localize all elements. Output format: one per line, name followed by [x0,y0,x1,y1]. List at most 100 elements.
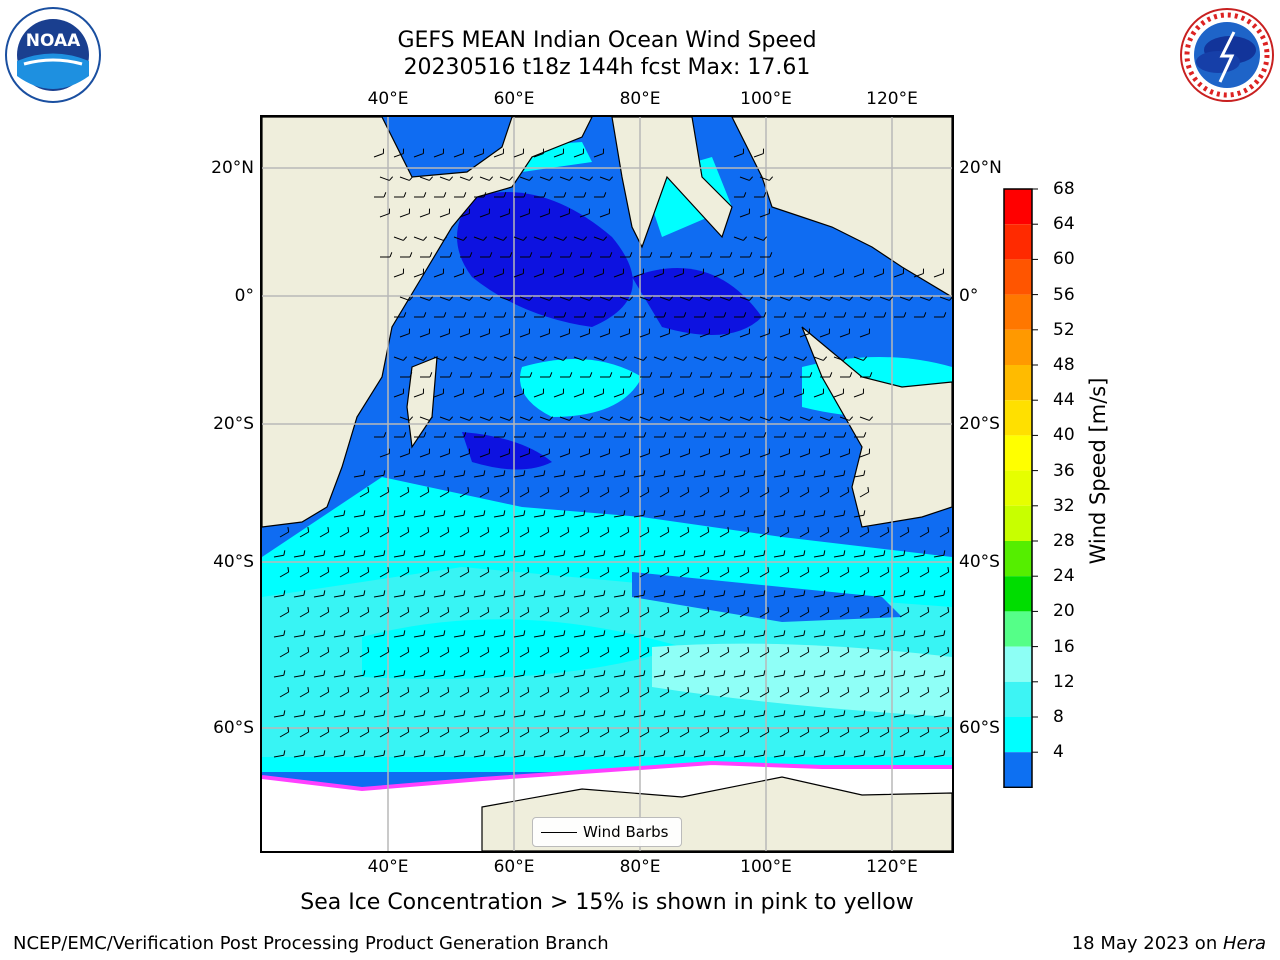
wind-barb [733,550,746,558]
wind-barb [400,372,413,378]
wind-barb [353,630,366,638]
wind-barb [859,296,874,301]
wind-barb [413,356,428,361]
wind-barb [739,606,750,618]
wind-barb [799,606,810,618]
wind-barb [699,296,714,301]
wind-barb [839,526,850,538]
wind-barb [379,208,391,218]
wind-barb [513,388,525,398]
wind-barb [899,686,910,698]
wind-barb [273,590,286,598]
wind-barb [813,670,826,678]
wind-barb [573,268,585,278]
wind-barb [819,646,830,658]
wind-barb [773,590,786,598]
wind-barb [599,526,610,538]
wind-barb [393,590,406,598]
wind-barb [573,750,586,758]
wind-barb [453,236,468,241]
wind-barb [339,686,350,698]
wind-barb [293,630,306,638]
wind-barb [620,372,633,378]
wind-barb [579,416,594,421]
wind-barb [879,296,894,301]
wind-barb [553,356,568,361]
wind-barb [373,590,386,598]
wind-barb [439,566,450,578]
wind-barb [494,192,507,198]
wind-barb [333,630,346,638]
wind-barb [713,470,726,478]
wind-barb [753,388,765,398]
lat-tick-left: 0° [234,286,254,306]
wind-barb [413,670,426,678]
wind-barb [753,356,768,361]
wind-barb [693,710,706,718]
wind-barb [873,670,886,678]
colorbar-segment [1004,294,1032,330]
wind-speed-colorbar [1003,188,1038,788]
wind-barb [474,432,487,438]
wind-barb [579,176,594,181]
wind-barb [713,590,726,598]
wind-barb [299,566,310,578]
colorbar-tick-label: 52 [1053,319,1075,340]
wind-barb [519,486,530,498]
wind-barb [573,590,586,598]
wind-barb [813,470,826,478]
wind-barb [613,356,628,361]
wind-barb [473,590,486,598]
wind-barb [413,388,425,398]
wind-barb [459,526,470,538]
wind-barb [639,566,650,578]
wind-barb [559,646,570,658]
wind-barb-legend-line-icon [541,832,577,833]
wind-barb [613,750,626,758]
wind-barb [674,312,687,318]
wind-barb [553,710,566,718]
wind-barb [813,510,826,518]
wind-barb [719,606,730,618]
wind-barb [433,510,446,518]
wind-barb [834,312,847,318]
wind-barb [414,432,427,438]
colorbar-segment [1004,541,1032,577]
wind-barb [273,750,286,758]
wind-barb [279,726,290,738]
lon-tick-top: 60°E [493,89,535,109]
wind-barb [533,670,546,678]
wind-barb [593,630,606,638]
footer-credit: NCEP/EMC/Verification Post Processing Pr… [13,933,609,954]
wind-barb [693,750,706,758]
wind-barb [699,526,710,538]
wind-barb [739,448,751,458]
wind-barb [559,526,570,538]
wind-barb [659,686,670,698]
wind-barb [759,726,770,738]
wind-barb [419,686,430,698]
wind-barb [613,590,626,598]
wind-barb [459,686,470,698]
wind-barb [379,526,390,538]
wind-barb [633,750,646,758]
colorbar-segment [1004,189,1032,225]
wind-barb [653,470,666,478]
wind-barb [539,526,550,538]
wind-barb [299,606,310,618]
wind-barb [539,208,551,218]
wind-barb [819,486,830,498]
wind-speed-map [260,115,954,853]
wind-barb [733,750,746,758]
wind-barb [719,526,730,538]
wind-barb [740,252,753,258]
wind-barb [580,252,593,258]
wind-barb [713,550,726,558]
wind-barb [679,686,690,698]
wind-barb [753,630,766,638]
wind-barb [913,710,926,718]
wind-barb [673,590,686,598]
wind-barb [833,590,846,598]
wind-barb [693,550,706,558]
wind-barb [419,448,431,458]
